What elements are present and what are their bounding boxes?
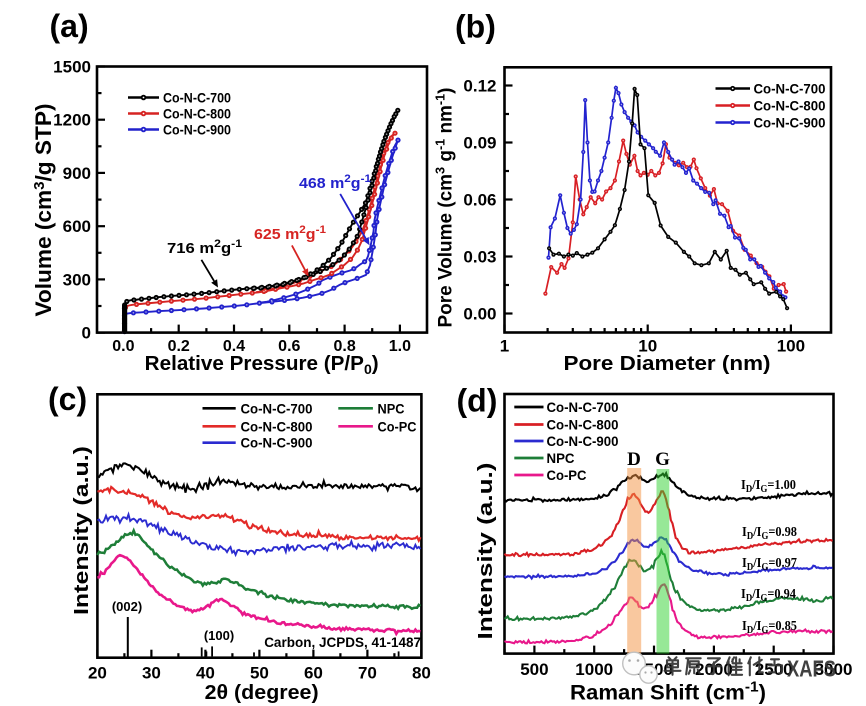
svg-text:(b): (b) (455, 9, 496, 45)
svg-text:Intensity (a.u.): Intensity (a.u.) (475, 463, 497, 640)
svg-text:600: 600 (63, 217, 91, 236)
svg-text:30: 30 (142, 664, 161, 683)
svg-text:ID/IG=0.94: ID/IG=0.94 (741, 587, 796, 604)
svg-text:Co-N-C-700: Co-N-C-700 (241, 401, 313, 416)
svg-text:Pore Diameter (nm): Pore Diameter (nm) (564, 352, 771, 375)
svg-text:1: 1 (500, 337, 509, 356)
svg-text:0.4: 0.4 (223, 338, 245, 355)
svg-text:Co-N-C-800: Co-N-C-800 (241, 419, 313, 434)
svg-text:Carbon, JCPDS, 41-1487: Carbon, JCPDS, 41-1487 (264, 635, 421, 650)
svg-text:Co-N-C-700: Co-N-C-700 (754, 82, 826, 97)
svg-text:2500: 2500 (755, 660, 793, 679)
svg-text:1.0: 1.0 (389, 338, 411, 355)
svg-text:ID/IG=0.98: ID/IG=0.98 (742, 525, 797, 542)
svg-text:Co-N-C-900: Co-N-C-900 (163, 123, 231, 138)
svg-text:100: 100 (777, 337, 805, 356)
svg-text:Co-N-C-900: Co-N-C-900 (754, 116, 826, 131)
svg-text:468 m2g-1: 468 m 2g-1 (299, 173, 371, 192)
svg-text:0.8: 0.8 (333, 338, 355, 355)
svg-text:G: G (655, 449, 670, 470)
svg-text:Co-N-C-800: Co-N-C-800 (163, 107, 231, 122)
svg-text:Relative Pressure (P/P0): Relative Pressure (P/P 0) (145, 352, 379, 377)
svg-text:Co-N-C-700: Co-N-C-700 (163, 91, 231, 106)
svg-text:Intensity (a.u.): Intensity (a.u.) (71, 446, 93, 615)
svg-text:1200: 1200 (53, 111, 91, 130)
svg-text:(a): (a) (50, 8, 89, 44)
svg-text:70: 70 (358, 664, 377, 683)
svg-text:NPC: NPC (547, 450, 575, 466)
svg-text:ID/IG=0.97: ID/IG=0.97 (742, 556, 797, 573)
svg-text:0.06: 0.06 (463, 191, 496, 210)
svg-text:NPC: NPC (378, 401, 405, 416)
svg-text:Co-PC: Co-PC (547, 467, 587, 483)
svg-text:Co-N-C-900: Co-N-C-900 (241, 436, 313, 451)
svg-text:10: 10 (638, 337, 657, 356)
svg-text:Co-N-C-800: Co-N-C-800 (754, 99, 826, 114)
svg-text:40: 40 (196, 664, 215, 683)
svg-text:2θ (degree): 2θ (degree) (205, 681, 319, 704)
svg-text:Co-N-C-700: Co-N-C-700 (547, 399, 619, 415)
svg-text:0.0: 0.0 (112, 338, 134, 355)
svg-text:D: D (627, 449, 641, 470)
svg-text:80: 80 (412, 664, 431, 683)
svg-text:1000: 1000 (575, 660, 613, 679)
svg-text:Co-PC: Co-PC (378, 419, 417, 434)
svg-text:ID/IG=1.00: ID/IG=1.00 (741, 478, 796, 495)
svg-text:Volume (cm3/g STP): Volume (cm3/g STP) (31, 104, 56, 317)
svg-text:300: 300 (63, 270, 91, 289)
svg-text:0.00: 0.00 (463, 305, 496, 324)
svg-text:Co-N-C-900: Co-N-C-900 (547, 433, 619, 449)
svg-text:Pore Volume (cm3 g-1 nm-1): Pore Volume (cm3 g-1 nm-1) (433, 88, 457, 328)
svg-text:(d): (d) (457, 383, 498, 419)
svg-text:900: 900 (63, 164, 91, 183)
svg-text:(c): (c) (48, 381, 87, 417)
svg-text:20: 20 (88, 664, 107, 683)
svg-text:1500: 1500 (53, 58, 91, 77)
svg-text:3000: 3000 (815, 660, 853, 679)
svg-text:500: 500 (520, 660, 548, 679)
svg-text:625 m2g-1: 625 m 2g-1 (254, 224, 326, 243)
svg-text:0.09: 0.09 (463, 134, 496, 153)
svg-text:716 m2g-1: 716 m 2g-1 (167, 238, 242, 257)
svg-text:0.6: 0.6 (278, 338, 300, 355)
svg-text:(002): (002) (112, 599, 142, 614)
svg-text:0.12: 0.12 (463, 77, 496, 96)
svg-text:0.2: 0.2 (168, 338, 190, 355)
svg-text:ID/IG=0.85: ID/IG=0.85 (742, 619, 797, 636)
svg-text:0: 0 (82, 324, 91, 343)
svg-text:0.03: 0.03 (463, 248, 496, 267)
svg-text:60: 60 (304, 664, 323, 683)
svg-text:Co-N-C-800: Co-N-C-800 (547, 417, 619, 433)
svg-text:50: 50 (250, 664, 269, 683)
svg-text:(100): (100) (204, 628, 234, 643)
svg-text:Raman Shift (cm-1): Raman Shift (cm -1) (570, 679, 766, 705)
svg-text:XAFS: XAFS (787, 656, 836, 682)
